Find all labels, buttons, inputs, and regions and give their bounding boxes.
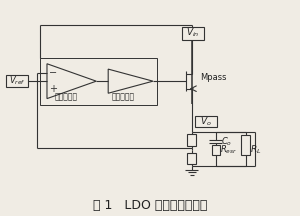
Bar — [242, 135, 250, 155]
Text: $C_o$: $C_o$ — [221, 136, 233, 148]
Bar — [182, 27, 204, 40]
Bar — [195, 116, 217, 127]
Text: −: − — [49, 68, 57, 78]
Text: +: + — [49, 84, 57, 94]
Bar — [6, 75, 28, 87]
Text: $V_o$: $V_o$ — [200, 115, 212, 128]
Bar — [187, 134, 196, 146]
Bar — [187, 152, 196, 164]
Text: Mpass: Mpass — [200, 73, 226, 82]
Text: 误差放大器: 误差放大器 — [55, 92, 78, 101]
Text: 电压缓冲器: 电压缓冲器 — [112, 92, 135, 101]
Text: $V_{in}$: $V_{in}$ — [186, 27, 200, 39]
Bar — [212, 145, 220, 155]
Text: 图 1   LDO 稳压器典型结构: 图 1 LDO 稳压器典型结构 — [93, 199, 207, 212]
Text: $V_{ref}$: $V_{ref}$ — [8, 75, 25, 87]
Text: $R_{esr}$: $R_{esr}$ — [220, 144, 237, 156]
Text: $R_L$: $R_L$ — [250, 143, 262, 156]
Bar — [40, 58, 158, 105]
